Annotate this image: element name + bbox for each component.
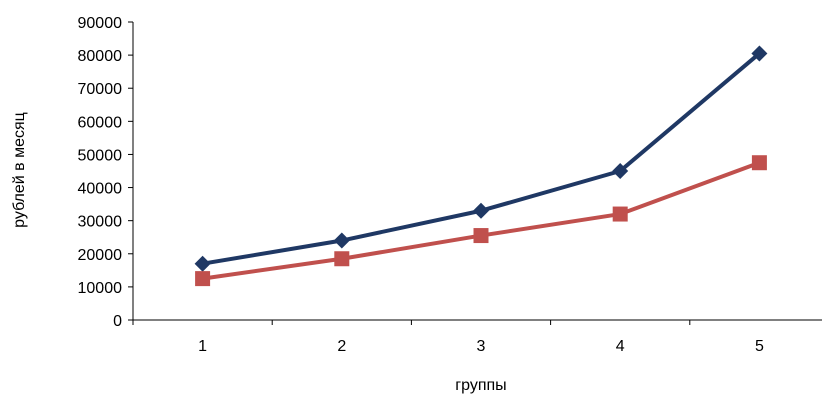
data-point-diamond — [473, 202, 489, 219]
data-point-diamond — [333, 232, 350, 249]
y-axis-ticks: 0 10000 20000 30000 40000 50000 60000 70000 8000… — [78, 15, 133, 330]
y-tick-label: 0 — [113, 313, 122, 330]
y-tick-label: 70000 — [78, 81, 123, 98]
x-tick-label: 2 — [337, 338, 346, 355]
data-point-square — [612, 206, 628, 222]
data-point-square — [195, 271, 211, 287]
data-point-diamond — [751, 45, 768, 62]
data-point-square — [751, 155, 767, 171]
series-2 — [195, 155, 767, 287]
data-point-square — [473, 228, 489, 244]
series-layer — [194, 45, 768, 287]
x-axis-ticks: 1 2 3 4 5 — [132, 320, 764, 355]
y-tick-label: 50000 — [78, 147, 123, 164]
x-axis-title: группы — [455, 377, 506, 394]
data-point-square — [334, 251, 350, 267]
y-axis-title: рублей в месяц — [11, 112, 28, 228]
y-tick-label: 90000 — [78, 15, 123, 32]
y-tick-label: 10000 — [78, 280, 123, 297]
x-tick-label: 4 — [616, 338, 625, 355]
data-point-diamond — [612, 163, 629, 179]
y-tick-label: 80000 — [78, 48, 123, 65]
y-tick-label: 30000 — [78, 214, 123, 231]
series-1 — [194, 45, 768, 272]
x-tick-label: 3 — [477, 338, 486, 355]
x-tick-label: 5 — [755, 338, 764, 355]
y-tick-label: 40000 — [78, 181, 123, 198]
x-tick-label: 1 — [198, 338, 207, 355]
series-line — [202, 160, 761, 281]
y-tick-label: 20000 — [78, 247, 123, 264]
data-point-diamond — [194, 255, 211, 272]
y-tick-label: 60000 — [78, 114, 123, 131]
